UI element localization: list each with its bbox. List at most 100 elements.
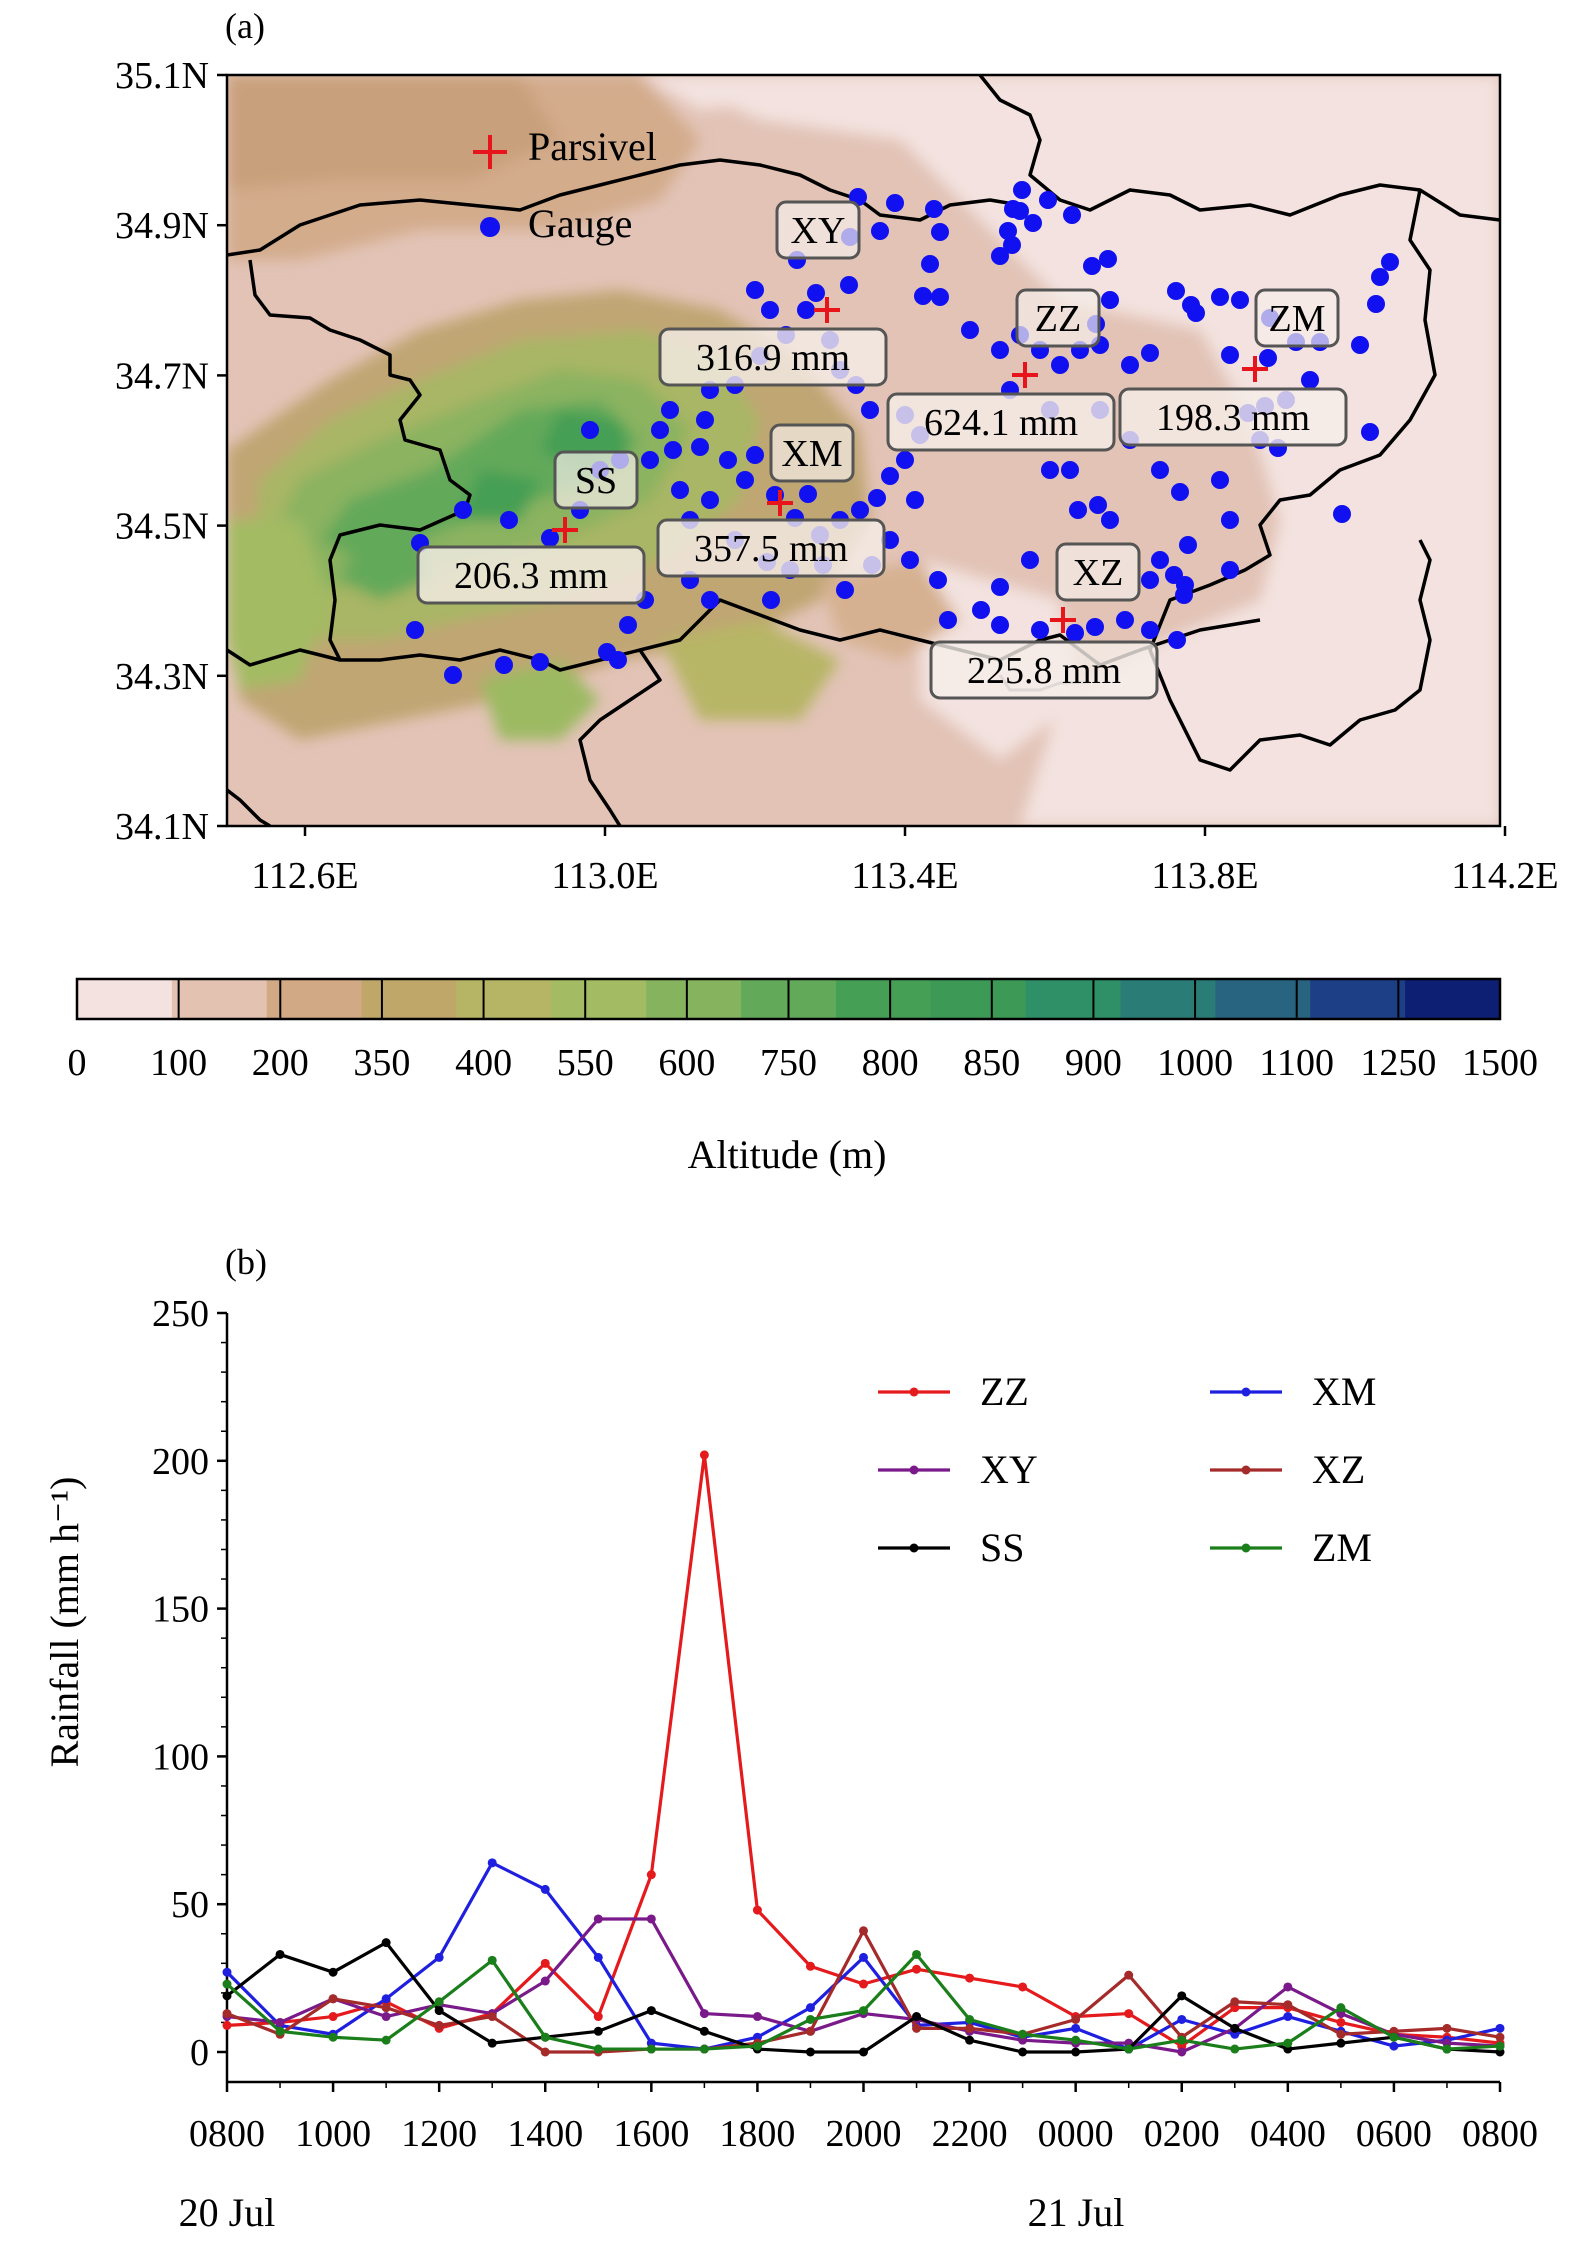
gauge-point [444, 666, 462, 684]
legend-label: ZZ [980, 1369, 1029, 1414]
gauge-point [1141, 621, 1159, 639]
data-point [1018, 2047, 1028, 2057]
data-point [699, 1450, 709, 1460]
data-point [699, 2009, 709, 2019]
map-frame [225, 73, 1502, 828]
data-point [805, 2026, 815, 2036]
gauge-legend-marker [480, 217, 500, 237]
data-point [1124, 2044, 1134, 2054]
x-tick-label: 0000 [1038, 2113, 1114, 2155]
gauge-point [619, 616, 637, 634]
x-tick-label: 1600 [613, 2113, 689, 2155]
gauge-point [1099, 250, 1117, 268]
data-point [593, 1914, 603, 1924]
gauge-point [581, 421, 599, 439]
lon-tick-label: 112.6E [251, 855, 358, 897]
station-zm: ZM 198.3 mm [1118, 288, 1348, 447]
data-point [487, 1858, 497, 1868]
legend-item-xz: XZ [1210, 1447, 1365, 1492]
data-point [965, 2035, 975, 2045]
station-xy: XY 316.9 mm [658, 200, 888, 387]
x-tick-label: 2000 [826, 2113, 902, 2155]
gauge-point [1351, 336, 1369, 354]
gauge-point [541, 529, 559, 547]
gauge-point [881, 467, 899, 485]
gauge-point [797, 301, 815, 319]
gauge-point [991, 578, 1009, 596]
gauge-point [661, 401, 679, 419]
x-tick-label: 0800 [189, 2113, 265, 2155]
gauge-point [901, 551, 919, 569]
gauge-point [1116, 611, 1134, 629]
y-tick-label: 200 [152, 1441, 209, 1483]
series-line [226, 1929, 1501, 2054]
station-xm: XM 357.5 mm [656, 423, 886, 578]
gauge-point [1259, 349, 1277, 367]
legend-item-ss: SS [878, 1525, 1025, 1570]
data-point [1336, 2003, 1346, 2013]
legend-marker [1241, 1543, 1251, 1553]
station-name-box [769, 423, 855, 483]
data-point [1177, 2014, 1187, 2024]
data-point [1389, 2032, 1399, 2042]
gauge-point [1031, 621, 1049, 639]
legend-marker [909, 1543, 919, 1553]
rainfall-total-box [658, 327, 888, 387]
gauge-point [991, 247, 1009, 265]
lat-tick-label: 34.1N [115, 806, 209, 848]
data-point [1124, 1970, 1134, 1980]
gauge-point [1211, 471, 1229, 489]
x-tick-label: 2200 [932, 2113, 1008, 2155]
gauge-point [1083, 257, 1101, 275]
rainfall-total: 624.1 mm [924, 402, 1078, 444]
lat-tick-label: 34.3N [115, 656, 209, 698]
gauge-point [799, 485, 817, 503]
station-name-box [1055, 542, 1141, 602]
data-point [859, 2047, 868, 2057]
y-tick-label: 50 [171, 1884, 209, 1926]
gauge-point [851, 501, 869, 519]
data-point [1230, 1997, 1240, 2007]
data-point [965, 1973, 975, 1983]
data-point [222, 2020, 232, 2030]
data-point [1071, 2047, 1081, 2057]
gauge-point [1086, 618, 1104, 636]
gauge-point [1221, 511, 1239, 529]
gauge-point [1004, 200, 1022, 218]
colorbar-tick-label: 550 [557, 1042, 614, 1084]
gauge-point [868, 489, 886, 507]
lon-tick-label: 114.2E [1451, 855, 1558, 897]
colorbar-tick-label: 1500 [1462, 1042, 1538, 1084]
gauge-point [1168, 631, 1186, 649]
date-label-21-jul: 21 Jul [1028, 2190, 1125, 2235]
gauge-point [762, 591, 780, 609]
gauge-legend-label: Gauge [528, 201, 632, 246]
gauge-point [736, 471, 754, 489]
data-point [434, 1952, 444, 1962]
gauge-point [929, 571, 947, 589]
colorbar-segment [835, 979, 932, 1019]
date-label-20-jul: 20 Jul [179, 2190, 276, 2235]
lon-tick-label: 113.8E [1151, 855, 1258, 897]
data-point [965, 2014, 975, 2024]
data-point [381, 1994, 391, 2004]
gauge-point [1333, 505, 1351, 523]
gauge-point [1221, 561, 1239, 579]
data-point [540, 1976, 550, 1986]
gauge-point [1121, 356, 1139, 374]
gauge-point [1301, 371, 1319, 389]
colorbar-tick-label: 850 [963, 1042, 1020, 1084]
y-axis-label: Rainfall (mm h⁻¹) [42, 1477, 87, 1768]
data-point [1283, 2012, 1293, 2022]
data-point [222, 2009, 232, 2019]
colorbar-segment [266, 979, 363, 1019]
data-point [1389, 2041, 1399, 2051]
legend-marker [1241, 1465, 1251, 1475]
colorbar-tick-label: 0 [68, 1042, 87, 1084]
rainfall-total: 316.9 mm [696, 337, 850, 379]
data-point [1071, 2023, 1081, 2033]
data-point [593, 2044, 603, 2054]
legend-marker [909, 1387, 919, 1397]
gauge-point [1167, 282, 1185, 300]
gauge-point [1187, 304, 1205, 322]
